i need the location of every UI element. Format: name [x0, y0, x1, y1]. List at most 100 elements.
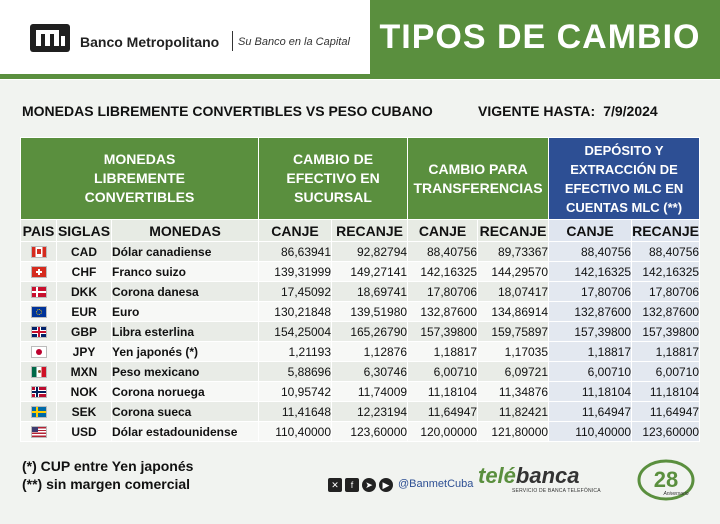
- exchange-rates-table: MONEDAS LIBREMENTE CONVERTIBLES CAMBIO D…: [19, 137, 701, 442]
- currency-name: Dólar estadounidense: [110, 421, 260, 442]
- cash-sell-value: 123,60000: [331, 421, 409, 442]
- currency-name: Yen japonés (*): [110, 341, 260, 362]
- social-handle[interactable]: @BanmetCuba: [398, 478, 474, 490]
- column-header-cash-buy: CANJE: [258, 219, 333, 242]
- cash-buy-value: 130,21848: [258, 301, 333, 322]
- transfer-sell-value: 144,29570: [477, 261, 550, 282]
- norway-flag-icon: [30, 386, 47, 399]
- cash-sell-value: 12,23194: [331, 401, 409, 422]
- telebanca-subtitle: SERVICIO DE BANCA TELEFÓNICA: [512, 488, 601, 494]
- currency-name: Dólar canadiense: [110, 241, 260, 262]
- subtitle: MONEDAS LIBREMENTE CONVERTIBLES VS PESO …: [22, 103, 433, 119]
- transfer-buy-value: 17,80706: [407, 281, 479, 302]
- header-title-panel: [370, 0, 720, 74]
- mlc-sell-value: 132,87600: [631, 301, 701, 322]
- eu-flag-icon: [30, 306, 47, 319]
- mlc-buy-value: 6,00710: [548, 361, 633, 382]
- table-row: DKK Corona danesa 17,45092 18,69741 17,8…: [20, 281, 701, 302]
- social-links: ✕ f ➤ ▶: [328, 476, 396, 494]
- japan-flag-icon: [30, 346, 47, 359]
- cash-buy-value: 154,25004: [258, 321, 333, 342]
- telebanca-logo-part1: telé: [478, 463, 516, 488]
- cash-buy-value: 86,63941: [258, 241, 333, 262]
- cash-sell-value: 139,51980: [331, 301, 409, 322]
- mlc-buy-value: 11,64947: [548, 401, 633, 422]
- mlc-sell-value: 157,39800: [631, 321, 701, 342]
- transfer-buy-value: 11,64947: [407, 401, 479, 422]
- bank-name: Banco Metropolitano: [80, 34, 220, 50]
- anniversary-number: 28: [654, 467, 678, 492]
- sweden-flag-icon: [30, 406, 47, 419]
- column-header-code: SIGLAS: [56, 219, 112, 242]
- currency-name: Libra esterlina: [110, 321, 260, 342]
- cash-buy-value: 17,45092: [258, 281, 333, 302]
- footnote-mlc: (**) sin margen comercial: [22, 476, 191, 492]
- transfer-sell-value: 1,17035: [477, 341, 550, 362]
- anniversary-label: Aniversario: [662, 491, 688, 497]
- cash-buy-value: 110,40000: [258, 421, 333, 442]
- cash-buy-value: 5,88696: [258, 361, 333, 382]
- transfer-buy-value: 142,16325: [407, 261, 479, 282]
- mlc-sell-value: 11,64947: [631, 401, 701, 422]
- mlc-sell-value: 17,80706: [631, 281, 701, 302]
- currency-code: CAD: [56, 241, 112, 262]
- transfer-sell-value: 11,82421: [477, 401, 550, 422]
- uk-flag-icon: [30, 326, 47, 339]
- bank-name-separator: [232, 31, 233, 51]
- transfer-sell-value: 121,80000: [477, 421, 550, 442]
- switzerland-flag-icon: [30, 266, 47, 279]
- group-header-cash: CAMBIO DE EFECTIVO EN SUCURSAL: [258, 137, 409, 220]
- column-header-cash-sell: RECANJE: [331, 219, 409, 242]
- transfer-buy-value: 1,18817: [407, 341, 479, 362]
- telegram-icon[interactable]: ➤: [362, 477, 376, 492]
- mlc-sell-value: 11,18104: [631, 381, 701, 402]
- footnote-yen: (*) CUP entre Yen japonés: [22, 458, 194, 474]
- transfer-sell-value: 18,07417: [477, 281, 550, 302]
- currency-code: SEK: [56, 401, 112, 422]
- transfer-buy-value: 120,00000: [407, 421, 479, 442]
- table-row: NOK Corona noruega 10,95742 11,74009 11,…: [20, 381, 701, 402]
- mlc-sell-value: 6,00710: [631, 361, 701, 382]
- transfer-buy-value: 6,00710: [407, 361, 479, 382]
- bank-slogan: Su Banco en la Capital: [238, 36, 350, 48]
- column-header-country: PAIS: [20, 219, 57, 242]
- table-row: EUR Euro 130,21848 139,51980 132,87600 1…: [20, 301, 701, 322]
- header: Banco Metropolitano Su Banco en la Capit…: [0, 0, 720, 80]
- group-header-transfers: CAMBIO PARA TRANSFERENCIAS: [407, 137, 550, 220]
- validity-date: 7/9/2024: [603, 103, 658, 119]
- mlc-sell-value: 142,16325: [631, 261, 701, 282]
- mlc-buy-value: 132,87600: [548, 301, 633, 322]
- table-row: JPY Yen japonés (*) 1,21193 1,12876 1,18…: [20, 341, 701, 362]
- header-divider: [0, 74, 720, 79]
- mlc-buy-value: 142,16325: [548, 261, 633, 282]
- currency-code: NOK: [56, 381, 112, 402]
- currency-name: Euro: [110, 301, 260, 322]
- x-icon[interactable]: ✕: [328, 477, 342, 492]
- currency-code: GBP: [56, 321, 112, 342]
- currency-code: USD: [56, 421, 112, 442]
- transfer-sell-value: 89,73367: [477, 241, 550, 262]
- facebook-icon[interactable]: f: [345, 477, 359, 492]
- page-title: TIPOS DE CAMBIO: [379, 18, 701, 56]
- currency-name: Corona sueca: [110, 401, 260, 422]
- table-row: MXN Peso mexicano 5,88696 6,30746 6,0071…: [20, 361, 701, 382]
- transfer-buy-value: 157,39800: [407, 321, 479, 342]
- currency-code: MXN: [56, 361, 112, 382]
- mlc-buy-value: 1,18817: [548, 341, 633, 362]
- youtube-icon[interactable]: ▶: [379, 477, 393, 492]
- cash-buy-value: 10,95742: [258, 381, 333, 402]
- mlc-buy-value: 157,39800: [548, 321, 633, 342]
- mlc-sell-value: 88,40756: [631, 241, 701, 262]
- mlc-sell-value: 123,60000: [631, 421, 701, 442]
- mexico-flag-icon: [30, 366, 47, 379]
- table-row: GBP Libra esterlina 154,25004 165,26790 …: [20, 321, 701, 342]
- bank-logo-icon: [30, 24, 70, 52]
- mlc-sell-value: 1,18817: [631, 341, 701, 362]
- currency-code: DKK: [56, 281, 112, 302]
- cash-sell-value: 149,27141: [331, 261, 409, 282]
- currency-code: JPY: [56, 341, 112, 362]
- anniversary-badge: 28 Aniversario: [637, 459, 695, 501]
- denmark-flag-icon: [30, 286, 47, 299]
- mlc-buy-value: 17,80706: [548, 281, 633, 302]
- group-header-mlc: DEPÓSITO Y EXTRACCIÓN DE EFECTIVO MLC EN…: [548, 137, 701, 220]
